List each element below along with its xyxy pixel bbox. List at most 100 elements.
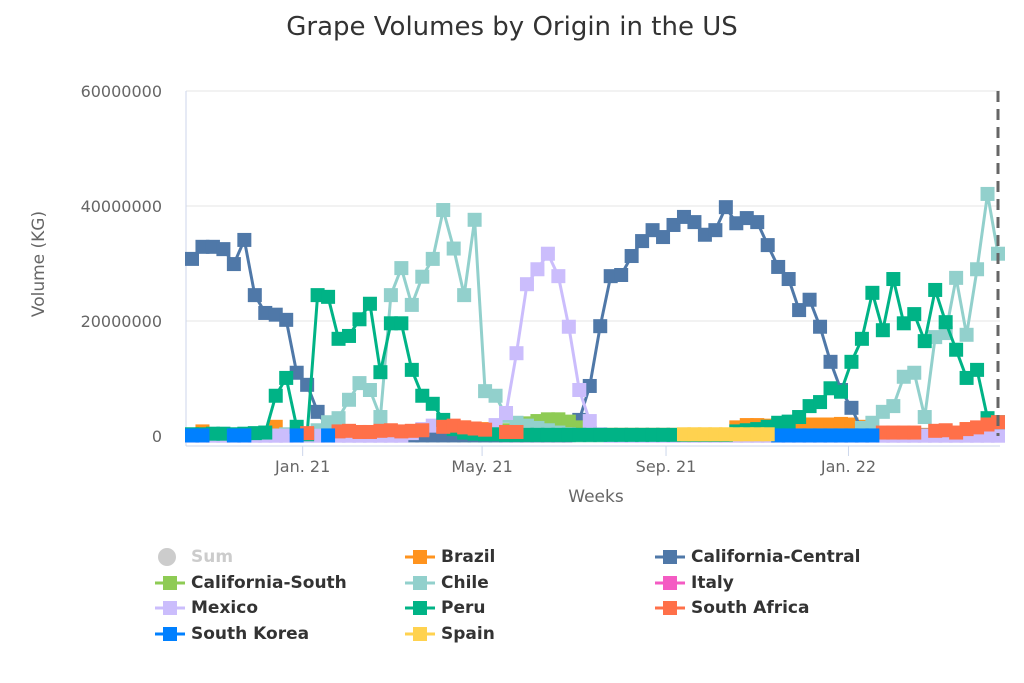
data-point[interactable]: [792, 410, 807, 425]
data-point[interactable]: [844, 354, 859, 369]
data-point[interactable]: [771, 259, 786, 274]
data-point[interactable]: [823, 354, 838, 369]
data-point[interactable]: [813, 395, 828, 410]
data-point[interactable]: [917, 334, 932, 349]
data-point[interactable]: [425, 251, 440, 266]
data-point[interactable]: [833, 384, 848, 399]
data-point[interactable]: [949, 270, 964, 285]
data-point[interactable]: [446, 241, 461, 256]
data-point[interactable]: [907, 307, 922, 322]
data-point[interactable]: [352, 312, 367, 327]
data-point[interactable]: [279, 312, 294, 327]
data-point[interactable]: [216, 242, 231, 257]
data-point[interactable]: [875, 323, 890, 338]
data-point[interactable]: [519, 277, 534, 292]
data-point[interactable]: [750, 215, 765, 230]
data-point[interactable]: [226, 257, 241, 272]
data-point[interactable]: [289, 428, 304, 443]
x-tick-label: Sep. 21: [636, 457, 697, 476]
data-point[interactable]: [907, 425, 922, 440]
data-point[interactable]: [938, 315, 953, 330]
data-point[interactable]: [760, 238, 775, 253]
legend-item-italy[interactable]: Italy: [655, 573, 734, 593]
data-point[interactable]: [362, 296, 377, 311]
data-point[interactable]: [321, 428, 336, 443]
data-point[interactable]: [865, 428, 880, 443]
data-point[interactable]: [195, 428, 210, 443]
data-point[interactable]: [760, 427, 775, 442]
legend-item-chile[interactable]: Chile: [405, 573, 489, 593]
legend-item-brazil[interactable]: Brazil: [405, 547, 495, 567]
data-point[interactable]: [614, 268, 629, 282]
data-point[interactable]: [415, 269, 430, 284]
data-point[interactable]: [331, 411, 346, 426]
data-point[interactable]: [488, 388, 503, 403]
data-point[interactable]: [530, 262, 545, 277]
data-point[interactable]: [404, 297, 419, 312]
data-point[interactable]: [687, 215, 702, 230]
data-point[interactable]: [362, 383, 377, 397]
data-point[interactable]: [478, 422, 493, 437]
data-point[interactable]: [540, 246, 555, 261]
data-point[interactable]: [949, 342, 964, 357]
legend-item-south-korea[interactable]: South Korea: [155, 624, 309, 644]
data-point[interactable]: [959, 327, 974, 342]
data-point[interactable]: [425, 396, 440, 411]
data-point[interactable]: [980, 186, 995, 201]
data-point[interactable]: [572, 383, 587, 397]
data-point[interactable]: [258, 425, 273, 440]
data-point[interactable]: [394, 261, 409, 276]
data-point[interactable]: [268, 388, 283, 403]
data-point[interactable]: [635, 234, 650, 249]
data-point[interactable]: [373, 410, 388, 425]
data-point[interactable]: [844, 400, 859, 415]
data-point[interactable]: [509, 346, 524, 361]
data-point[interactable]: [854, 331, 869, 346]
data-point[interactable]: [917, 410, 932, 425]
data-point[interactable]: [185, 251, 199, 266]
data-point[interactable]: [886, 399, 901, 414]
data-point[interactable]: [279, 370, 294, 385]
legend-item-sum[interactable]: Sum: [155, 547, 233, 567]
data-point[interactable]: [342, 392, 357, 407]
data-point[interactable]: [718, 200, 733, 215]
data-point[interactable]: [467, 212, 482, 227]
data-point[interactable]: [813, 319, 828, 334]
data-point[interactable]: [237, 428, 252, 443]
legend-item-california-south[interactable]: California-South: [155, 573, 347, 593]
data-point[interactable]: [509, 424, 524, 439]
data-point[interactable]: [247, 288, 262, 303]
data-point[interactable]: [970, 362, 985, 377]
data-point[interactable]: [802, 292, 817, 307]
legend-item-peru[interactable]: Peru: [405, 598, 485, 618]
legend-item-spain[interactable]: Spain: [405, 624, 495, 644]
data-point[interactable]: [907, 365, 922, 380]
data-point[interactable]: [886, 272, 901, 287]
y-tick-label: 20000000: [81, 312, 162, 331]
data-point[interactable]: [865, 285, 880, 300]
data-point[interactable]: [561, 319, 576, 334]
data-point[interactable]: [582, 414, 597, 429]
data-point[interactable]: [394, 316, 409, 331]
legend-item-california-central[interactable]: California-Central: [655, 547, 860, 567]
data-point[interactable]: [321, 289, 336, 304]
data-point[interactable]: [237, 232, 252, 247]
data-point[interactable]: [342, 328, 357, 343]
data-point[interactable]: [624, 249, 639, 264]
data-point[interactable]: [781, 272, 796, 287]
data-point[interactable]: [970, 262, 985, 277]
data-point[interactable]: [656, 230, 671, 245]
data-point[interactable]: [383, 288, 398, 303]
data-point[interactable]: [415, 423, 430, 438]
data-point[interactable]: [404, 362, 419, 377]
legend-item-south-africa[interactable]: South Africa: [655, 598, 810, 618]
data-point[interactable]: [373, 365, 388, 380]
data-point[interactable]: [593, 319, 608, 334]
data-point[interactable]: [928, 282, 943, 297]
data-point[interactable]: [499, 406, 514, 420]
legend-item-mexico[interactable]: Mexico: [155, 598, 258, 618]
data-point[interactable]: [436, 203, 451, 218]
data-point[interactable]: [551, 269, 566, 284]
data-point[interactable]: [457, 288, 472, 303]
data-point[interactable]: [708, 223, 723, 238]
